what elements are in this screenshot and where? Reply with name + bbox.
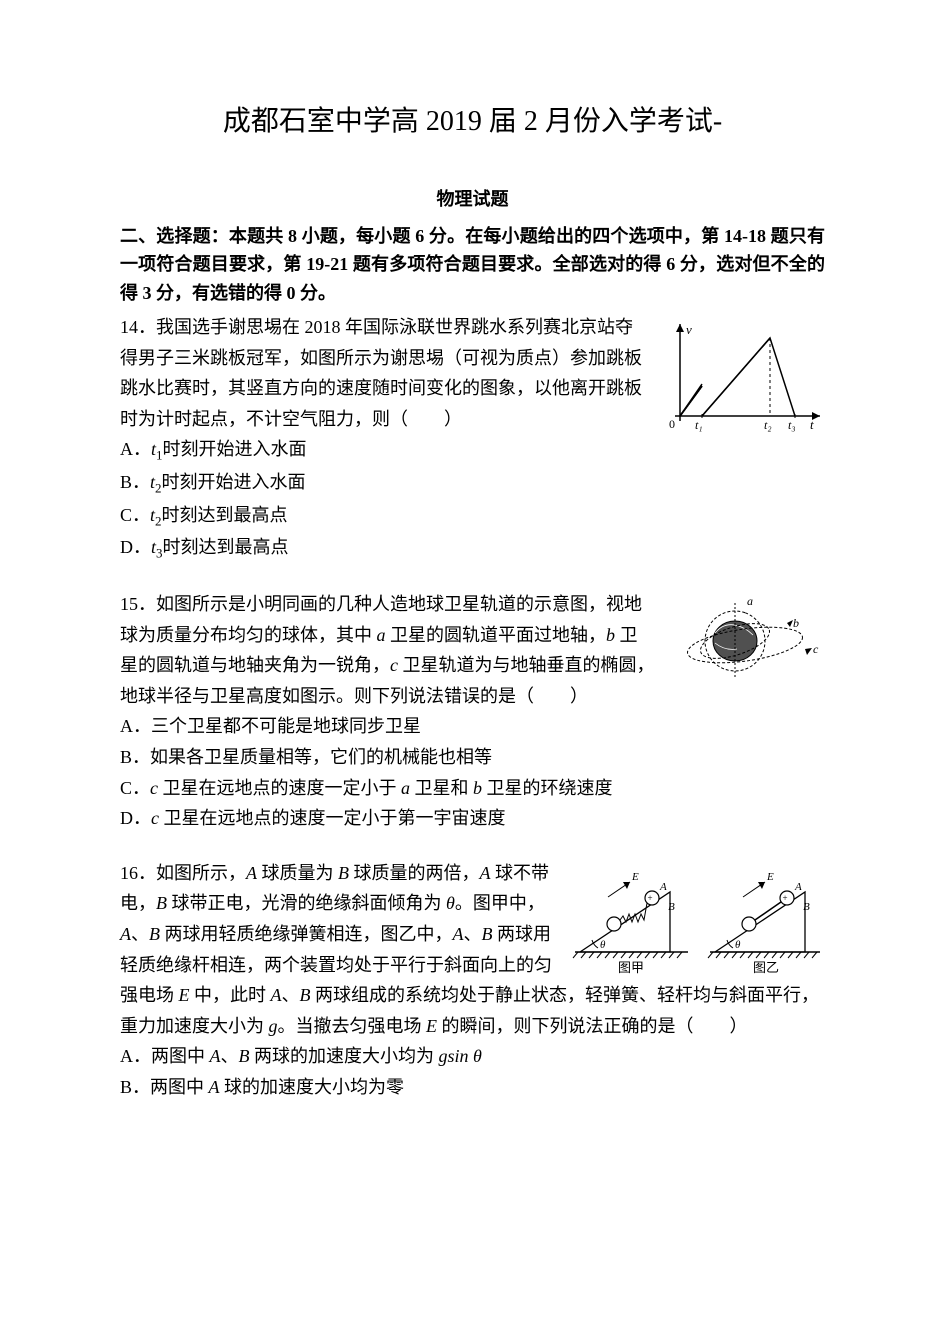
opt-var: b <box>473 778 482 798</box>
opt-text: 卫星和 <box>410 778 473 798</box>
tick-t1: t₁ <box>695 418 703 432</box>
opt-text: 卫星的环绕速度 <box>482 778 613 798</box>
opt-letter: B． <box>120 472 150 492</box>
q14-option-b: B．t2时刻开始进入水面 <box>120 467 825 500</box>
question-16: θ + A B E 图甲 <box>120 858 825 1103</box>
stem-text: 、 <box>282 985 300 1005</box>
stem-var: A <box>453 924 464 944</box>
opt-text: 球的加速度大小均为零 <box>220 1077 405 1097</box>
stem-text: 球质量的两倍， <box>349 863 480 883</box>
stem-var: g <box>269 1016 278 1036</box>
stem-text: 球带正电，光滑的绝缘斜面倾角为 <box>167 893 446 913</box>
opt-letter: C． <box>120 505 150 525</box>
stem-text: 中，此时 <box>190 985 271 1005</box>
stem-var: B <box>300 985 311 1005</box>
q15-option-c: C．c 卫星在远地点的速度一定小于 a 卫星和 b 卫星的环绕速度 <box>120 773 825 804</box>
stem-text: 的瞬间，则下列说法正确的是（ ） <box>437 1016 748 1036</box>
svg-text:图甲: 图甲 <box>618 960 644 975</box>
opt-letter: D． <box>120 537 151 557</box>
stem-var: θ <box>446 893 455 913</box>
svg-text:B: B <box>803 901 810 913</box>
svg-text:B: B <box>668 901 675 913</box>
stem-text: 卫星的圆轨道平面过地轴， <box>386 625 607 645</box>
question-14: v 0 t₁ t₂ t₃ t 14．我国选手谢思埸在 2018 年国际泳联世界跳… <box>120 312 825 565</box>
stem-var: B <box>149 924 160 944</box>
q14-option-d: D．t3时刻达到最高点 <box>120 532 825 565</box>
q15-option-a: A．三个卫星都不可能是地球同步卫星 <box>120 711 825 742</box>
q16-option-b: B．两图中 A 球的加速度大小均为零 <box>120 1072 825 1103</box>
stem-text: 16．如图所示， <box>120 863 246 883</box>
stem-text: 球质量为 <box>257 863 338 883</box>
svg-text:图乙: 图乙 <box>753 960 779 975</box>
opt-expr: gsin θ <box>439 1046 482 1066</box>
stem-text: 、 <box>464 924 482 944</box>
svg-text:E: E <box>631 871 639 883</box>
svg-text:θ: θ <box>735 939 741 951</box>
stem-var: B <box>156 893 167 913</box>
exam-title: 成都石室中学高 2019 届 2 月份入学考试- <box>120 100 825 145</box>
opt-text: 时刻开始进入水面 <box>163 439 307 459</box>
stem-text: 。图甲中， <box>455 893 545 913</box>
svg-text:+: + <box>647 893 652 903</box>
opt-text: 时刻达到最高点 <box>162 505 288 525</box>
opt-text: 两球的加速度大小均为 <box>250 1046 439 1066</box>
opt-var: a <box>401 778 410 798</box>
question-15: a b c 15．如图所示是小明同画的几种人造地球卫星轨道的示意图，视地球为质量… <box>120 589 825 834</box>
stem-var: a <box>377 625 386 645</box>
stem-var: B <box>338 863 349 883</box>
axis-t-label: t <box>810 417 814 432</box>
figure-q16: θ + A B E 图甲 <box>570 862 825 977</box>
opt-var: A <box>209 1077 220 1097</box>
q16-option-a: A．两图中 A、B 两球的加速度大小均为 gsin θ <box>120 1041 825 1072</box>
opt-text: 时刻达到最高点 <box>163 537 289 557</box>
opt-text: B．两图中 <box>120 1077 209 1097</box>
stem-var: E <box>426 1016 437 1036</box>
opt-var: c <box>150 778 158 798</box>
opt-letter: D． <box>120 808 151 828</box>
svg-text:b: b <box>793 616 799 630</box>
tick-t2: t₂ <box>764 418 772 432</box>
opt-var: B <box>239 1046 250 1066</box>
stem-var: A <box>120 924 131 944</box>
stem-var: B <box>482 924 493 944</box>
stem-text: 、 <box>131 924 149 944</box>
stem-var: A <box>480 863 491 883</box>
q15-option-b: B．如果各卫星质量相等，它们的机械能也相等 <box>120 742 825 773</box>
section-instructions: 二、选择题：本题共 8 小题，每小题 6 分。在每小题给出的四个选项中，第 14… <box>120 222 825 308</box>
exam-subject: 物理试题 <box>120 185 825 214</box>
opt-letter: A． <box>120 439 151 459</box>
stem-var: E <box>179 985 190 1005</box>
q15-option-d: D．c 卫星在远地点的速度一定小于第一宇宙速度 <box>120 803 825 834</box>
svg-text:A: A <box>659 881 667 893</box>
axis-v-label: v <box>686 322 692 337</box>
svg-text:E: E <box>766 871 774 883</box>
svg-text:A: A <box>794 881 802 893</box>
svg-text:c: c <box>813 642 819 656</box>
opt-var: c <box>151 808 159 828</box>
svg-text:a: a <box>747 594 753 608</box>
svg-text:θ: θ <box>600 939 606 951</box>
svg-text:+: + <box>782 893 787 903</box>
opt-text: 、 <box>221 1046 239 1066</box>
figure-q14: v 0 t₁ t₂ t₃ t <box>660 316 825 436</box>
stem-var: c <box>390 655 398 675</box>
opt-text: 卫星在远地点的速度一定小于第一宇宙速度 <box>159 808 506 828</box>
opt-var: A <box>210 1046 221 1066</box>
figure-q15: a b c <box>665 593 825 688</box>
q14-option-c: C．t2时刻达到最高点 <box>120 500 825 533</box>
opt-text: 卫星在远地点的速度一定小于 <box>158 778 401 798</box>
opt-text: 时刻开始进入水面 <box>162 472 306 492</box>
opt-text: A．两图中 <box>120 1046 210 1066</box>
stem-var: A <box>246 863 257 883</box>
q14-option-a: A．t1时刻开始进入水面 <box>120 434 825 467</box>
stem-var: b <box>606 625 615 645</box>
stem-var: A <box>271 985 282 1005</box>
axis-origin: 0 <box>669 417 675 431</box>
tick-t3: t₃ <box>788 418 796 432</box>
opt-letter: C． <box>120 778 150 798</box>
stem-text: 两球用轻质绝缘弹簧相连，图乙中， <box>160 924 453 944</box>
stem-text: 。当撤去匀强电场 <box>278 1016 427 1036</box>
